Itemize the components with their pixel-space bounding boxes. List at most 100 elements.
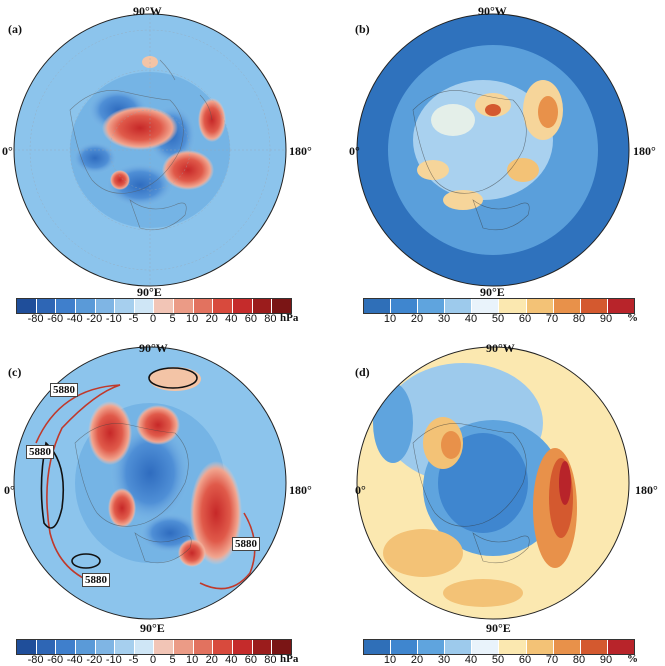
colorbar-ticks-a: -80 -60 -40 -20 -10 -5 0 5 10 20 40 60 80 bbox=[16, 312, 290, 326]
colorbar-tick-label: 5 bbox=[169, 313, 176, 325]
label-0-b: 0° bbox=[349, 144, 360, 158]
colorbar-segment bbox=[251, 640, 272, 654]
colorbar-segment bbox=[94, 299, 115, 313]
colorbar-tick-label: 10 bbox=[186, 654, 199, 666]
panel-c-svg bbox=[13, 346, 287, 620]
colorbar-unit-d: % bbox=[627, 653, 638, 665]
contour-label-2: 5880 bbox=[26, 445, 54, 459]
colorbar-tick-label: 90 bbox=[599, 313, 613, 325]
colorbar-tick-label: 20 bbox=[205, 313, 218, 325]
colorbar-tick-label: 80 bbox=[572, 654, 586, 666]
colorbar-segment bbox=[498, 299, 526, 313]
colorbar-tick-label: 50 bbox=[491, 654, 505, 666]
colorbar-unit-c: hPa bbox=[280, 653, 299, 665]
colorbar-tick-label: 40 bbox=[225, 654, 238, 666]
colorbar-b bbox=[363, 298, 635, 314]
colorbar-segment bbox=[133, 299, 154, 313]
colorbar-tick-label: 60 bbox=[518, 313, 532, 325]
colorbar-segment bbox=[471, 299, 499, 313]
colorbar-segment bbox=[390, 640, 418, 654]
panel-d-svg bbox=[356, 346, 630, 620]
label-90e-c: 90°E bbox=[140, 621, 165, 635]
label-90w-b: 90°W bbox=[478, 4, 507, 18]
colorbar-segment bbox=[364, 640, 391, 654]
colorbar-tick-label: -60 bbox=[47, 313, 64, 325]
panel-label-a: (a) bbox=[8, 22, 22, 36]
colorbar-segment bbox=[579, 640, 607, 654]
label-90w-a: 90°W bbox=[133, 4, 162, 18]
colorbar-tick-label: 70 bbox=[545, 654, 559, 666]
label-90e-b: 90°E bbox=[480, 285, 505, 299]
colorbar-tick-label: 0 bbox=[149, 313, 157, 325]
colorbar-d bbox=[363, 639, 635, 655]
colorbar-tick-label: 60 bbox=[518, 654, 532, 666]
colorbar-ticks-c: -80 -60 -40 -20 -10 -5 0 5 10 20 40 60 80 bbox=[16, 653, 290, 666]
panel-label-b: (b) bbox=[355, 22, 370, 36]
contour-5880-black bbox=[40, 367, 198, 569]
label-0-a: 0° bbox=[2, 144, 13, 158]
colorbar-segment bbox=[417, 640, 445, 654]
colorbar-tick-label: 20 bbox=[410, 654, 424, 666]
colorbar-segment bbox=[364, 299, 391, 313]
colorbar-segment bbox=[271, 299, 291, 313]
colorbar-segment bbox=[133, 640, 154, 654]
panel-a-svg bbox=[13, 13, 287, 287]
colorbar-tick-label: -60 bbox=[47, 654, 64, 666]
colorbar-segment bbox=[114, 640, 134, 654]
colorbar-tick-label: 10 bbox=[186, 313, 199, 325]
colorbar-tick-label: 20 bbox=[205, 654, 218, 666]
map-disc-a bbox=[14, 14, 286, 286]
contour-label-4: 5880 bbox=[82, 573, 110, 587]
label-0-d: 0° bbox=[355, 483, 366, 497]
colorbar-tick-label: 60 bbox=[244, 313, 257, 325]
map-disc-b bbox=[357, 14, 629, 286]
colorbar-segment bbox=[74, 640, 95, 654]
colorbar-segment bbox=[192, 299, 213, 313]
label-180-d: 180° bbox=[635, 483, 658, 497]
panel-c: (c) 90°W 0° 180° 90°E 5880 5880 5880 588… bbox=[0, 333, 332, 666]
colorbar-segment bbox=[212, 640, 233, 654]
colorbar-tick-label: 90 bbox=[599, 654, 613, 666]
colorbar-segment bbox=[114, 299, 134, 313]
panel-a: (a) 90°W 0° 180° 90°E -80 -60 -40 -20 -10 -5 0… bbox=[0, 0, 332, 333]
colorbar-tick-label: -20 bbox=[86, 313, 103, 325]
colorbar-segment bbox=[17, 299, 36, 313]
panel-label-d: (d) bbox=[355, 365, 370, 379]
colorbar-segment bbox=[173, 640, 193, 654]
colorbar-segment bbox=[55, 640, 75, 654]
colorbar-segment bbox=[153, 299, 174, 313]
colorbar-tick-label: 5 bbox=[169, 654, 176, 666]
colorbar-tick-label: -80 bbox=[27, 313, 44, 325]
colorbar-tick-label: -80 bbox=[27, 654, 44, 666]
colorbar-segment bbox=[271, 640, 291, 654]
colorbar-tick-label: -10 bbox=[105, 654, 122, 666]
colorbar-segment bbox=[417, 299, 445, 313]
label-90w-d: 90°W bbox=[486, 341, 515, 355]
colorbar-ticks-d: 10 20 30 40 50 60 70 80 90 bbox=[363, 653, 633, 666]
contour-label-3: 5880 bbox=[232, 537, 260, 551]
colorbar-segment bbox=[232, 640, 252, 654]
colorbar-tick-label: -40 bbox=[66, 654, 83, 666]
colorbar-segment bbox=[212, 299, 233, 313]
colorbar-tick-label: -10 bbox=[105, 313, 122, 325]
label-90e-a: 90°E bbox=[137, 285, 162, 299]
colorbar-tick-label: 20 bbox=[410, 313, 424, 325]
colorbar-segment bbox=[35, 299, 56, 313]
label-90e-d: 90°E bbox=[486, 621, 511, 635]
label-90w-c: 90°W bbox=[139, 341, 168, 355]
colorbar-tick-label: 40 bbox=[225, 313, 238, 325]
colorbar-segment bbox=[153, 640, 174, 654]
colorbar-segment bbox=[552, 299, 580, 313]
colorbar-tick-label: 30 bbox=[437, 313, 451, 325]
label-180-c: 180° bbox=[289, 483, 312, 497]
panel-label-c: (c) bbox=[8, 365, 22, 379]
colorbar-tick-label: 50 bbox=[491, 313, 505, 325]
colorbar-segment bbox=[74, 299, 95, 313]
colorbar-segment bbox=[552, 640, 580, 654]
colorbar-segment bbox=[579, 299, 607, 313]
colorbar-segment bbox=[525, 299, 553, 313]
colorbar-tick-label: 30 bbox=[437, 654, 451, 666]
colorbar-tick-label: -5 bbox=[128, 654, 139, 666]
colorbar-unit-a: hPa bbox=[280, 312, 299, 324]
colorbar-tick-label: 10 bbox=[383, 313, 397, 325]
